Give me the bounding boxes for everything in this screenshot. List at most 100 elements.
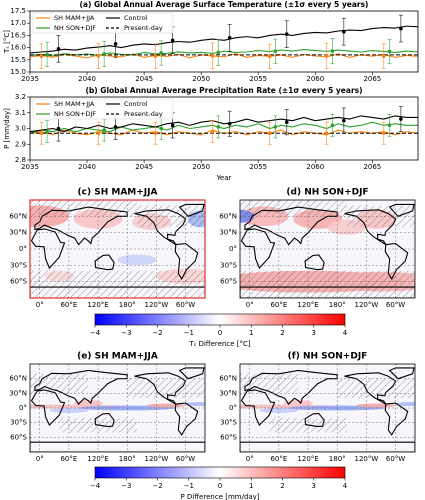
colorbar <box>94 313 346 326</box>
error-mean <box>324 131 329 136</box>
x-tick-label: 2045 <box>135 75 153 83</box>
lat-label: 30°S <box>10 419 27 427</box>
legend-box <box>32 98 174 120</box>
map-anomaly <box>395 402 415 407</box>
legend-label: SH MAM+JJA <box>54 14 95 22</box>
coastline <box>384 402 409 436</box>
lon-label: 120°W <box>144 301 168 309</box>
lat-label: 0° <box>229 245 237 253</box>
coastline <box>174 402 199 436</box>
lat-label: 0° <box>229 404 237 412</box>
legend-label: NH SON+DJF <box>54 24 96 32</box>
coastline <box>30 228 66 270</box>
error-mean <box>267 131 272 136</box>
colorbar-tick-label: −4 <box>90 482 101 490</box>
lat-label: 30°N <box>219 229 237 237</box>
lat-label: 0° <box>19 245 27 253</box>
lon-label: 120°E <box>87 301 108 309</box>
error-mean <box>399 26 403 31</box>
lon-label: 60°W <box>386 301 405 309</box>
colorbar-tick-label: 3 <box>312 482 316 490</box>
x-tick-label: 2050 <box>192 163 210 171</box>
series-line <box>29 115 418 133</box>
lon-label: 0° <box>246 455 254 463</box>
error-mean <box>39 54 44 58</box>
coastline <box>384 243 409 281</box>
error-mean <box>113 42 118 46</box>
error-mean <box>39 131 44 136</box>
map-frame <box>29 199 206 299</box>
lat-label: 60°N <box>9 375 27 383</box>
error-mean <box>56 47 61 51</box>
error-mean <box>45 129 49 134</box>
y-tick-label: 15.0 <box>10 68 26 76</box>
lon-label: 60°E <box>60 455 77 463</box>
coastline <box>388 203 415 217</box>
lon-label: 120°E <box>297 301 318 309</box>
error-mean <box>284 120 289 124</box>
panel-title: (b) Global Annual Average Precipitation … <box>85 86 362 95</box>
x-tick-label: 2040 <box>78 75 96 83</box>
y-axis-label: P [mm/day] <box>3 108 11 149</box>
lat-label: 60°N <box>219 375 237 383</box>
x-tick-label: 2065 <box>363 75 381 83</box>
map-hatching <box>240 373 299 394</box>
series-line <box>29 129 419 136</box>
colorbar-tick-label: 1 <box>249 482 253 490</box>
legend-box <box>32 12 174 34</box>
lon-label: 60°W <box>176 455 195 463</box>
coastline <box>30 286 205 298</box>
colorbar-tick-label: −4 <box>90 329 101 337</box>
x-tick-label: 2060 <box>306 75 324 83</box>
map-frame <box>239 363 416 453</box>
x-tick-label: 2050 <box>192 75 210 83</box>
colorbar-tick-label: −3 <box>121 482 131 490</box>
y-tick-label: 17.5 <box>10 7 26 15</box>
y-tick-label: 2.8 <box>15 156 26 164</box>
coastline <box>388 367 415 380</box>
colorbar-tick-label: 4 <box>343 329 348 337</box>
error-mean <box>227 36 232 40</box>
error-mean <box>153 54 158 58</box>
error-mean <box>153 131 158 136</box>
lon-label: 120°W <box>144 455 168 463</box>
lat-label: 30°S <box>220 261 237 269</box>
lon-label: 120°E <box>87 455 108 463</box>
colorbar-tick-label: 3 <box>312 329 316 337</box>
lat-label: 30°S <box>10 261 27 269</box>
map-title: (c) SH MAM+JJA <box>78 188 158 198</box>
lat-label: 30°N <box>9 229 27 237</box>
colorbar-tick-label: 0 <box>218 482 222 490</box>
plot-frame <box>29 96 419 161</box>
lon-label: 0° <box>36 455 44 463</box>
coastline <box>240 389 276 427</box>
error-mean <box>381 131 386 136</box>
error-mean <box>210 129 215 134</box>
error-mean <box>96 131 101 136</box>
lon-label: 180° <box>329 301 346 309</box>
lon-label: 60°W <box>386 455 405 463</box>
lon-label: 60°W <box>176 301 195 309</box>
map-title: (e) SH MAM+JJA <box>77 352 158 362</box>
colorbar-tick-label: 2 <box>280 329 284 337</box>
legend-label: NH SON+DJF <box>54 110 96 118</box>
y-tick-label: 16.0 <box>10 44 26 52</box>
colorbar-tick-label: −2 <box>152 482 162 490</box>
map-title: (d) NH SON+DJF <box>286 188 368 198</box>
colorbar-tick-label: 2 <box>280 482 284 490</box>
error-mean <box>330 49 335 53</box>
error-mean <box>102 128 106 132</box>
x-tick-label: 2040 <box>78 163 96 171</box>
colorbar-tick-label: −2 <box>152 329 162 337</box>
coastline <box>240 286 415 298</box>
map-anomaly <box>185 402 205 407</box>
y-tick-label: 17.0 <box>10 19 26 27</box>
coastline <box>174 243 199 281</box>
error-mean <box>56 126 61 131</box>
lat-label: 60°N <box>219 212 237 220</box>
panel-title: (a) Global Annual Average Surface Temper… <box>80 0 369 9</box>
coastline <box>304 412 325 428</box>
colorbar-label: Tₛ Difference [°C] <box>188 340 251 348</box>
map-frame <box>239 199 416 299</box>
x-tick-label: 2035 <box>21 75 39 83</box>
